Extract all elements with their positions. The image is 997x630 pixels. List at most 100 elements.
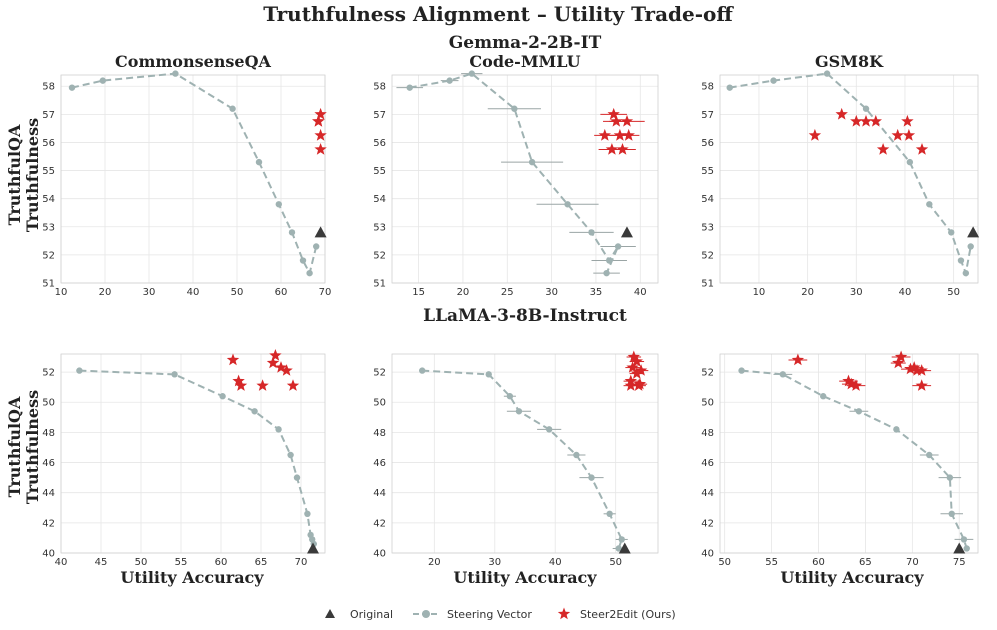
steering-point — [588, 474, 595, 481]
y-tick-label: 56 — [373, 138, 386, 149]
panel-title: Code-MMLU — [469, 52, 580, 71]
steer2edit-point — [835, 107, 848, 120]
steering-point — [446, 77, 453, 84]
x-tick-label: 35 — [590, 287, 603, 298]
steer2edit-point — [908, 361, 921, 373]
steering-point — [862, 105, 870, 112]
y-tick-label: 52 — [373, 368, 386, 379]
y-tick-label: 50 — [373, 398, 386, 409]
steering-point — [726, 84, 733, 91]
plot-frame — [719, 74, 979, 284]
y-tick-label: 58 — [373, 82, 386, 93]
steering-point — [770, 77, 777, 84]
steer2edit-point — [634, 364, 648, 376]
steering-point — [288, 229, 296, 236]
steer2edit-point — [256, 379, 269, 391]
y-tick-label: 42 — [373, 518, 386, 529]
y-tick-label: 50 — [42, 398, 55, 409]
steering-point — [511, 105, 518, 112]
steer2edit-point — [849, 379, 863, 391]
steer2edit-point — [234, 379, 248, 391]
steer2edit-point — [915, 379, 928, 391]
ylabel-row1-line2: Truthfulness — [23, 390, 42, 504]
steering-point — [304, 510, 311, 518]
steering-point — [957, 257, 965, 264]
steering-point — [963, 545, 970, 552]
y-tick-label: 53 — [373, 222, 386, 233]
panel-3: 40 45 50 55 60 65 70 40 42 44 46 48 50 52 — [42, 349, 326, 568]
x-tick-label: 50 — [947, 287, 960, 298]
xlabel-col2: Utility Accuracy — [780, 568, 924, 587]
steering-point — [76, 367, 83, 374]
x-tick-label: 40 — [549, 557, 562, 568]
steering-point — [588, 229, 595, 236]
steer2edit-point — [314, 128, 327, 141]
steering-point — [855, 408, 863, 415]
x-tick-label: 50 — [231, 287, 244, 298]
steering-point — [960, 536, 968, 543]
steering-line — [729, 72, 972, 277]
y-tick-label: 40 — [373, 549, 386, 560]
steering-point — [603, 269, 610, 277]
steering-point — [299, 257, 307, 264]
steer2edit-point — [269, 349, 282, 361]
x-tick-label: 55 — [175, 557, 188, 568]
x-tick-label: 20 — [99, 287, 112, 298]
x-tick-label: 60 — [275, 287, 288, 298]
x-tick-label: 30 — [143, 287, 156, 298]
steer2edit-point — [791, 353, 805, 366]
legend-original-label: Original — [350, 608, 393, 621]
original-point — [307, 542, 319, 554]
steer2edit-point — [632, 379, 645, 391]
steer2edit-point — [226, 353, 240, 366]
steer2edit-point — [902, 128, 916, 141]
y-tick-label: 44 — [373, 488, 386, 499]
steering-line — [71, 72, 318, 277]
legend-steer2edit-label: Steer2Edit (Ours) — [580, 608, 676, 621]
x-tick-label: 60 — [812, 557, 825, 568]
steer2edit-point — [630, 355, 643, 367]
steer2edit-point — [622, 128, 635, 141]
x-tick-label: 10 — [753, 287, 766, 298]
steering-point — [506, 393, 514, 400]
panel-title: GSM8K — [815, 52, 884, 71]
figure-title: Truthfulness Alignment – Utility Trade-o… — [263, 2, 734, 26]
steer2edit-point — [859, 114, 873, 127]
steering-point — [926, 451, 933, 459]
legend-original-marker — [325, 609, 335, 618]
y-tick-label: 55 — [42, 166, 55, 177]
steering-point — [962, 269, 970, 277]
original-point — [967, 226, 980, 238]
y-tick-label: 52 — [42, 250, 55, 261]
original-point — [620, 226, 633, 238]
y-tick-label: 56 — [701, 138, 714, 149]
steering-point — [573, 451, 580, 459]
y-tick-label: 55 — [373, 166, 386, 177]
steering-point — [287, 451, 294, 459]
steering-point — [229, 105, 236, 112]
legend: Original Steering Vector Steer2Edit (Our… — [325, 607, 676, 621]
steer2edit-point — [286, 379, 300, 391]
y-tick-label: 40 — [42, 549, 55, 560]
steering-point — [893, 426, 900, 433]
steer2edit-point — [910, 364, 924, 376]
steering-point — [926, 201, 933, 208]
steering-point — [172, 70, 179, 77]
steer2edit-point — [620, 114, 634, 127]
steering-point — [946, 474, 954, 481]
y-tick-label: 54 — [701, 194, 714, 205]
y-tick-label: 42 — [42, 518, 55, 529]
x-tick-label: 70 — [295, 557, 308, 568]
steering-point — [615, 545, 622, 552]
steer2edit-point — [607, 107, 620, 120]
x-tick-label: 50 — [609, 557, 622, 568]
steering-point — [614, 243, 622, 250]
steering-line — [79, 369, 315, 545]
y-tick-label: 52 — [701, 250, 714, 261]
steer2edit-point — [891, 128, 904, 141]
steer2edit-point — [894, 350, 908, 363]
steering-point — [545, 426, 553, 433]
x-tick-label: 20 — [801, 287, 814, 298]
y-tick-label: 51 — [701, 279, 714, 290]
